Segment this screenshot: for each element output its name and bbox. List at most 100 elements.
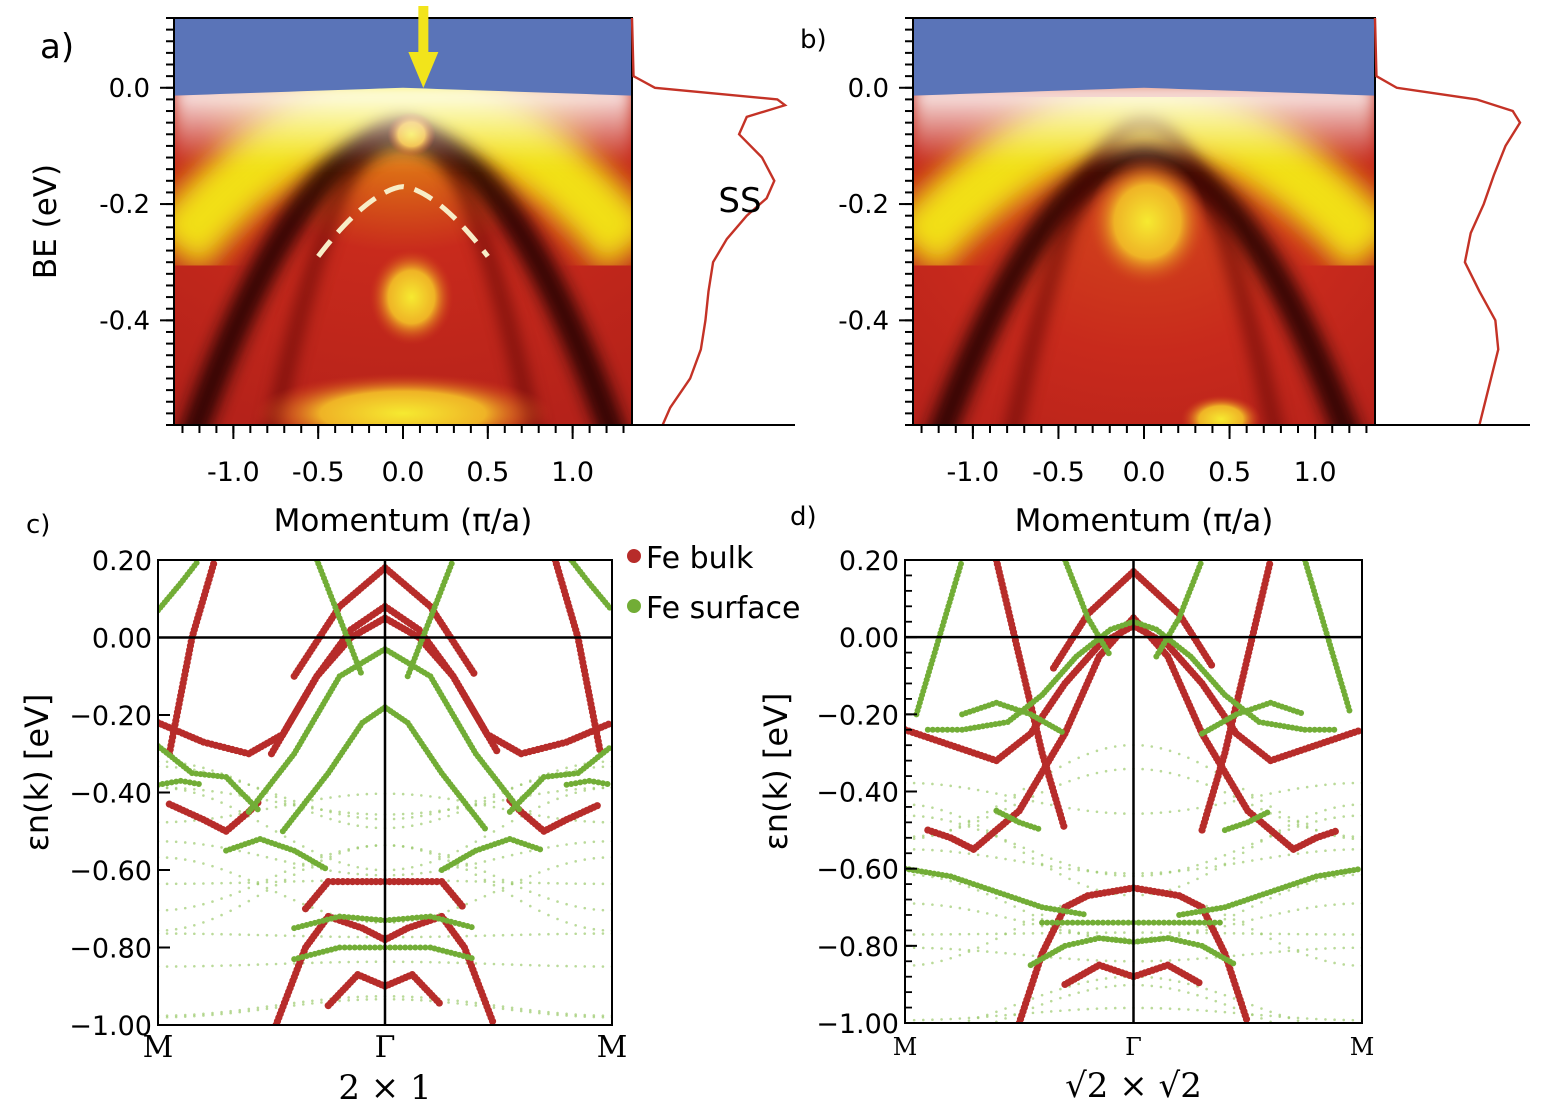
faint-dot xyxy=(1095,871,1099,874)
faint-dot xyxy=(538,933,541,936)
panel-label: d) xyxy=(790,502,817,532)
faint-dot xyxy=(1324,947,1327,950)
band-point xyxy=(599,780,606,787)
faint-dot xyxy=(1269,856,1272,859)
faint-dot xyxy=(429,812,432,816)
blue-region xyxy=(174,18,632,96)
faint-dot xyxy=(283,880,287,883)
band-point xyxy=(350,914,357,921)
faint-dot xyxy=(320,797,323,801)
faint-dot xyxy=(274,880,278,884)
faint-dot xyxy=(174,932,178,935)
faint-dot xyxy=(912,933,916,936)
faint-dot xyxy=(1150,811,1154,815)
faint-dot xyxy=(202,882,205,885)
faint-dot xyxy=(301,879,305,883)
faint-dot xyxy=(338,850,341,853)
faint-dot xyxy=(1022,860,1026,864)
faint-dot xyxy=(1077,982,1080,986)
faint-dot xyxy=(921,1018,925,1022)
faint-dot xyxy=(921,946,925,950)
faint-dot xyxy=(519,886,523,890)
faint-dot xyxy=(338,999,341,1003)
faint-dot xyxy=(1159,1007,1163,1010)
faint-dot xyxy=(1223,924,1227,928)
faint-dot xyxy=(1095,987,1099,990)
faint-dot xyxy=(492,830,496,833)
faint-dot xyxy=(1040,862,1044,866)
faint-dot xyxy=(592,840,596,844)
faint-dot xyxy=(447,814,450,818)
faint-dot xyxy=(556,789,559,793)
faint-dot xyxy=(995,835,998,838)
faint-dot xyxy=(420,811,423,815)
faint-dot xyxy=(583,1013,587,1017)
band-point xyxy=(210,560,218,568)
faint-dot xyxy=(265,889,269,892)
faint-dot xyxy=(592,820,596,824)
faint-dot xyxy=(365,867,369,871)
band-point xyxy=(1039,919,1046,926)
faint-dot xyxy=(501,855,505,859)
faint-dot xyxy=(912,837,916,841)
faint-dot xyxy=(492,805,496,809)
faint-dot xyxy=(1095,1007,1099,1010)
legend-marker xyxy=(627,549,641,563)
faint-dot xyxy=(1269,937,1272,941)
band-curve xyxy=(959,699,1065,735)
faint-dot xyxy=(1361,1029,1364,1032)
faint-dot xyxy=(528,881,532,885)
faint-dot xyxy=(519,851,523,855)
faint-dot xyxy=(1223,931,1227,935)
faint-dot xyxy=(465,868,469,872)
faint-dot xyxy=(1022,851,1026,855)
band-point xyxy=(1044,919,1051,926)
faint-dot xyxy=(1095,771,1099,775)
faint-dot xyxy=(565,902,568,906)
faint-dot xyxy=(1324,783,1327,787)
faint-dot xyxy=(1260,951,1263,955)
faint-dot xyxy=(265,807,269,811)
faint-band xyxy=(905,1006,1362,1022)
faint-dot xyxy=(329,935,332,938)
faint-dot xyxy=(456,866,459,869)
faint-dot xyxy=(474,962,478,965)
faint-dot xyxy=(1324,904,1327,907)
faint-dot xyxy=(1352,1029,1355,1032)
faint-dot xyxy=(1324,849,1327,853)
faint-dot xyxy=(347,822,350,826)
faint-dot xyxy=(374,844,378,847)
band-point xyxy=(1197,560,1204,567)
faint-dot xyxy=(968,1030,971,1033)
faint-dot xyxy=(401,817,405,820)
faint-dot xyxy=(1305,826,1309,829)
faint-dot xyxy=(211,844,214,848)
faint-dot xyxy=(356,995,360,999)
faint-band xyxy=(905,931,1362,936)
faint-dot xyxy=(465,845,469,848)
faint-dot xyxy=(447,935,450,938)
faint-dot xyxy=(301,868,305,872)
faint-dot xyxy=(447,879,450,883)
band-point xyxy=(1120,919,1127,926)
faint-dot xyxy=(921,874,925,877)
faint-dot xyxy=(959,1032,962,1035)
band-curve xyxy=(1061,560,1112,657)
faint-dot xyxy=(967,1019,971,1022)
faint-dot xyxy=(921,782,925,785)
faint-dot xyxy=(1260,916,1263,919)
faint-dot xyxy=(1269,792,1272,795)
faint-dot xyxy=(1187,868,1190,872)
faint-dot xyxy=(292,898,296,902)
band-point xyxy=(924,726,931,733)
faint-dot xyxy=(401,998,405,1001)
faint-dot xyxy=(977,1027,980,1030)
faint-dot xyxy=(1077,932,1080,935)
faint-dot xyxy=(1223,862,1227,866)
faint-dot xyxy=(921,836,925,839)
faint-dot xyxy=(1342,963,1346,966)
faint-dot xyxy=(1342,1028,1345,1031)
band-point xyxy=(1105,650,1112,657)
faint-dot xyxy=(410,793,414,796)
faint-band xyxy=(905,814,1362,878)
